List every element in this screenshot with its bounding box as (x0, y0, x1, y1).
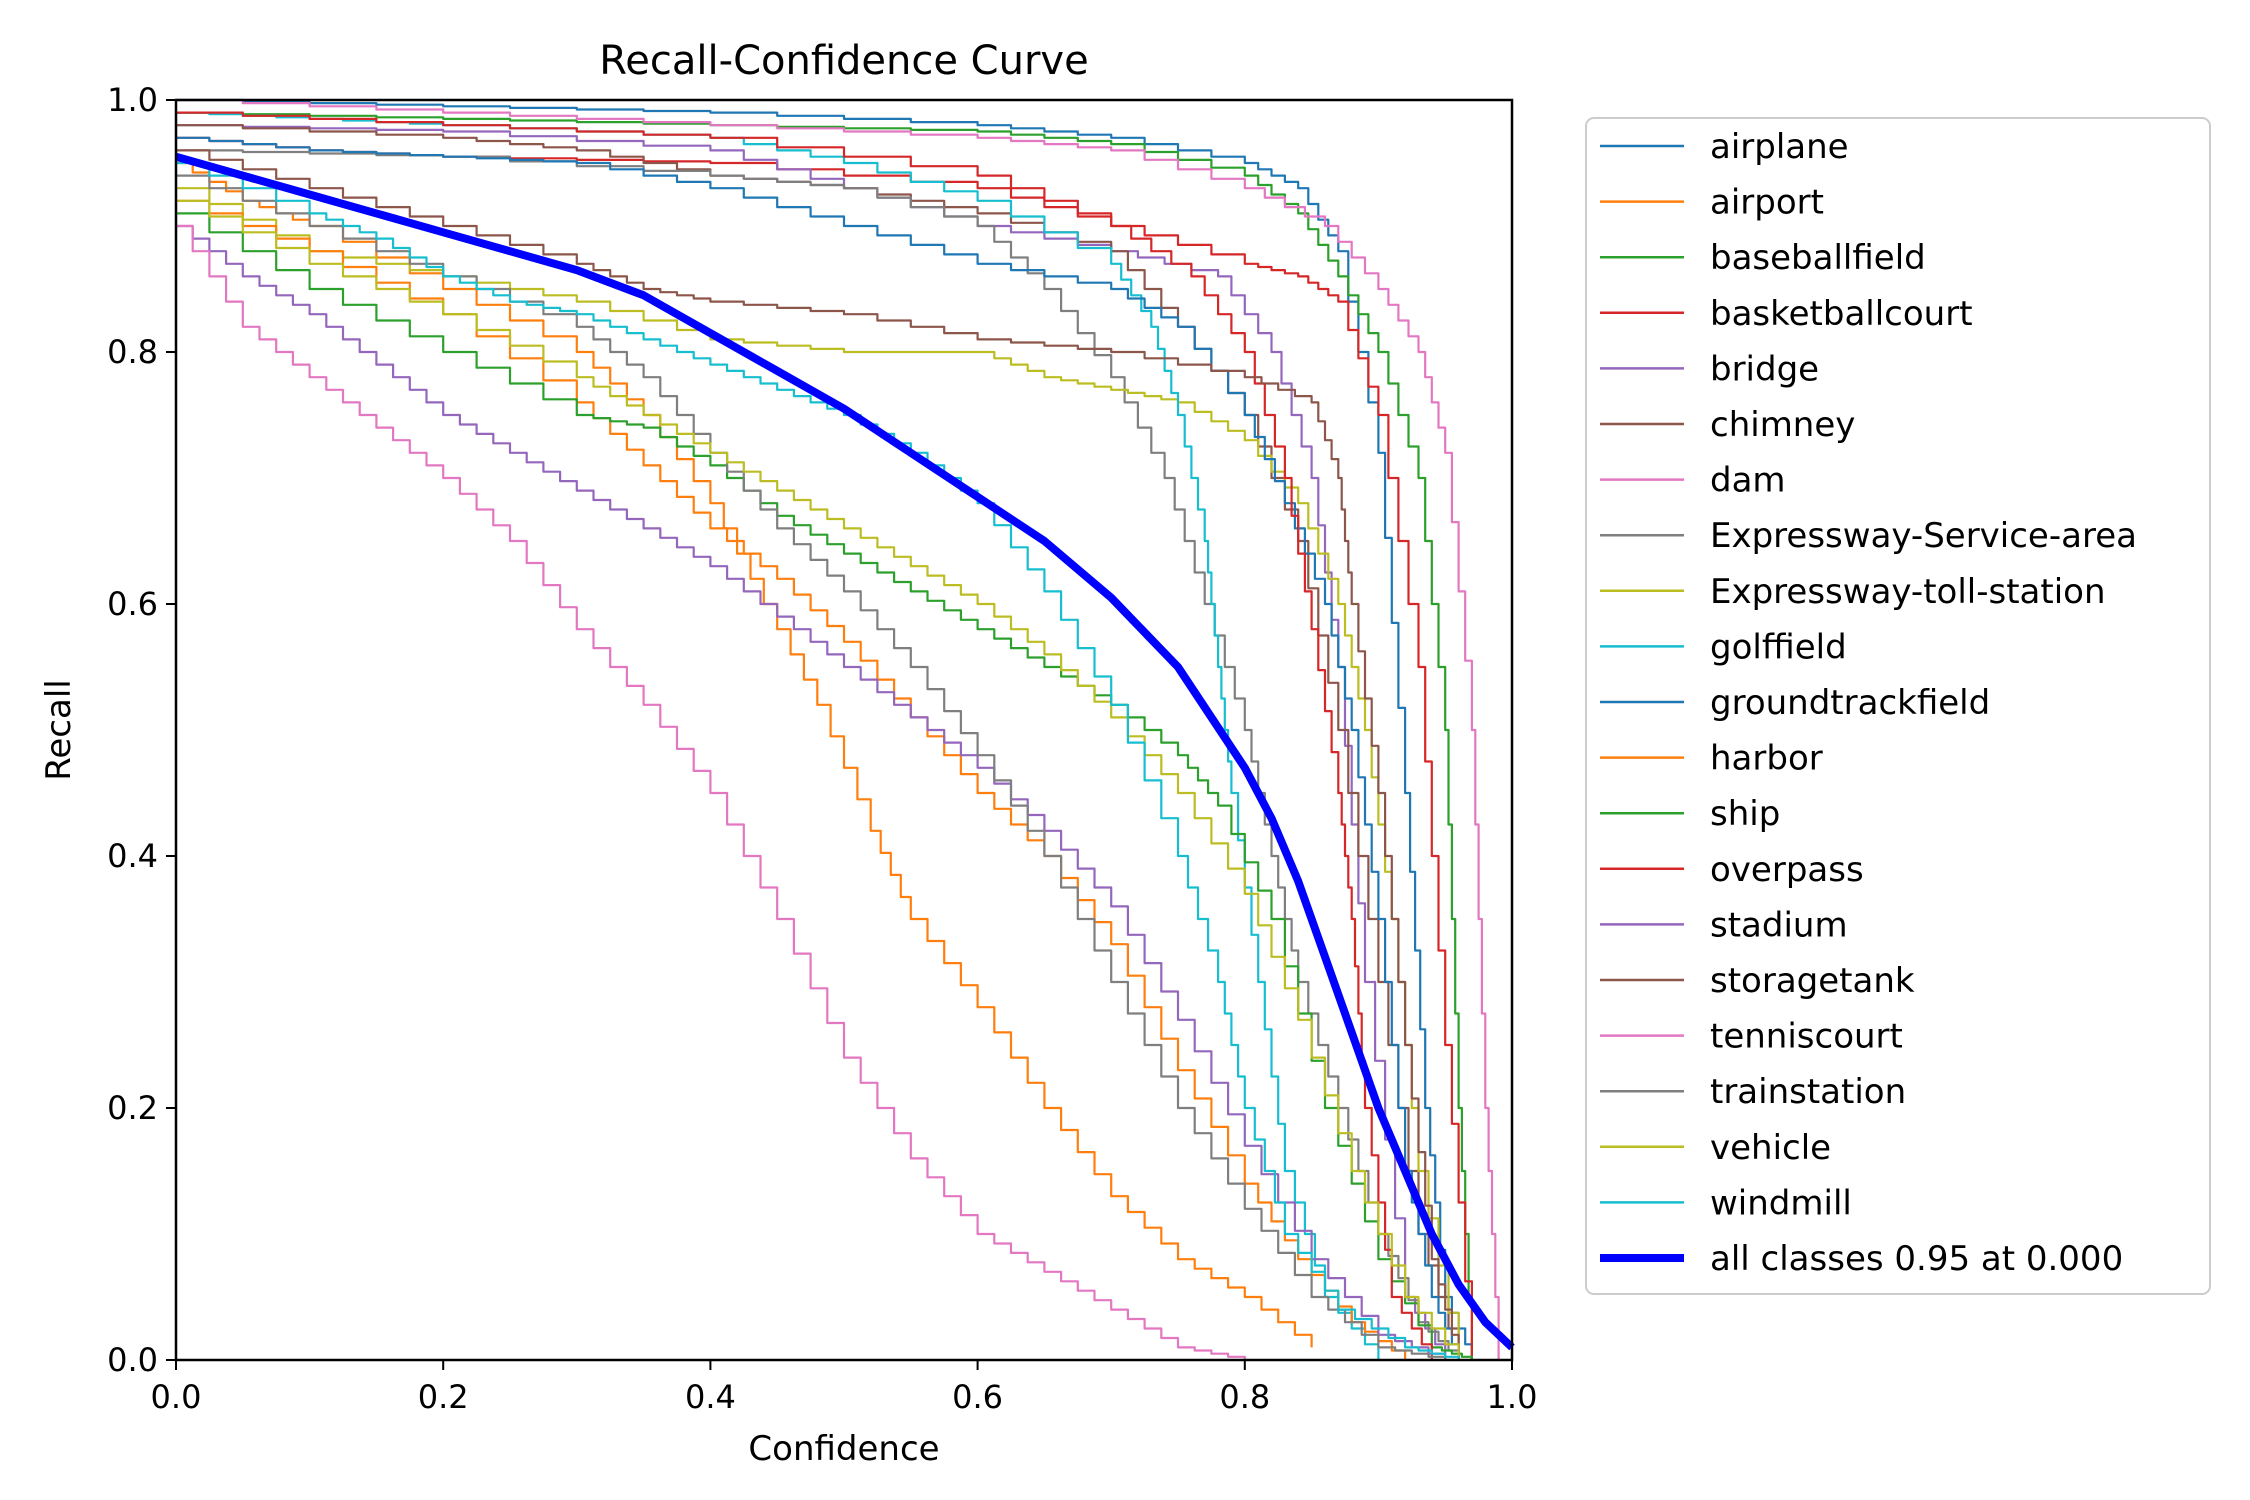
legend-label-19: windmill (1710, 1183, 1852, 1223)
series-line-10 (176, 136, 1460, 1360)
x-axis-label: Confidence (748, 1429, 939, 1469)
series-line-5 (176, 124, 1460, 1360)
legend-label-12: ship (1710, 794, 1780, 834)
x-tick-label: 0.8 (1219, 1378, 1270, 1416)
y-tick-label: 0.4 (107, 837, 158, 875)
series-layer (174, 98, 1515, 1360)
chart-title: Recall-Confidence Curve (599, 38, 1088, 84)
legend-label-9: golffield (1710, 627, 1847, 667)
legend-label-0: airplane (1710, 127, 1849, 167)
series-line-6 (176, 98, 1500, 1360)
series-line-4 (176, 124, 1447, 1360)
series-line-12 (176, 212, 1473, 1360)
x-tick-label: 0.0 (151, 1378, 202, 1416)
legend-label-15: storagetank (1710, 961, 1915, 1001)
legend-label-11: harbor (1710, 739, 1823, 779)
series-line-15 (176, 149, 1460, 1360)
x-tick-label: 0.4 (685, 1378, 736, 1416)
x-tick-label: 0.6 (952, 1378, 1003, 1416)
legend-label-5: chimney (1710, 405, 1855, 445)
y-tick-label: 0.2 (107, 1089, 158, 1127)
y-axis-label: Recall (39, 679, 79, 780)
series-line-14 (176, 224, 1447, 1360)
legend-label-1: airport (1710, 183, 1824, 223)
y-tick-label: 0.6 (107, 585, 158, 623)
legend-label-10: groundtrackfield (1710, 683, 1990, 723)
series-line-18 (176, 199, 1460, 1360)
legend: airplane airport baseballfield basketballco… (1585, 117, 2211, 1295)
legend-label-20: all classes 0.95 at 0.000 (1710, 1239, 2123, 1279)
legend-label-13: overpass (1710, 850, 1864, 890)
y-tick-label: 0.0 (107, 1341, 158, 1379)
legend-label-8: Expressway-toll-station (1710, 572, 2106, 612)
legend-label-17: trainstation (1710, 1072, 1906, 1112)
legend-label-7: Expressway-Service-area (1710, 516, 2137, 556)
legend-label-4: bridge (1710, 349, 1819, 389)
series-line-0 (176, 98, 1473, 1360)
legend-label-2: baseballfield (1710, 238, 1926, 278)
axes-layer: 0.0 0.2 0.4 0.6 0.8 1.0 0.0 0.2 0.4 0.6 0.8 1.0 (107, 81, 1537, 1416)
series-line-16 (176, 224, 1246, 1360)
x-tick-label: 0.2 (418, 1378, 469, 1416)
legend-label-6: dam (1710, 461, 1786, 501)
y-tick-label: 1.0 (107, 81, 158, 119)
legend-label-18: vehicle (1710, 1128, 1831, 1168)
legend-box (1585, 117, 2211, 1295)
series-line-20 (174, 152, 1515, 1351)
legend-label-3: basketballcourt (1710, 294, 1973, 334)
legend-label-16: tenniscourt (1710, 1017, 1903, 1057)
plot-frame (174, 98, 1514, 1362)
legend-label-14: stadium (1710, 905, 1848, 945)
y-tick-label: 0.8 (107, 333, 158, 371)
x-tick-label: 1.0 (1487, 1378, 1538, 1416)
